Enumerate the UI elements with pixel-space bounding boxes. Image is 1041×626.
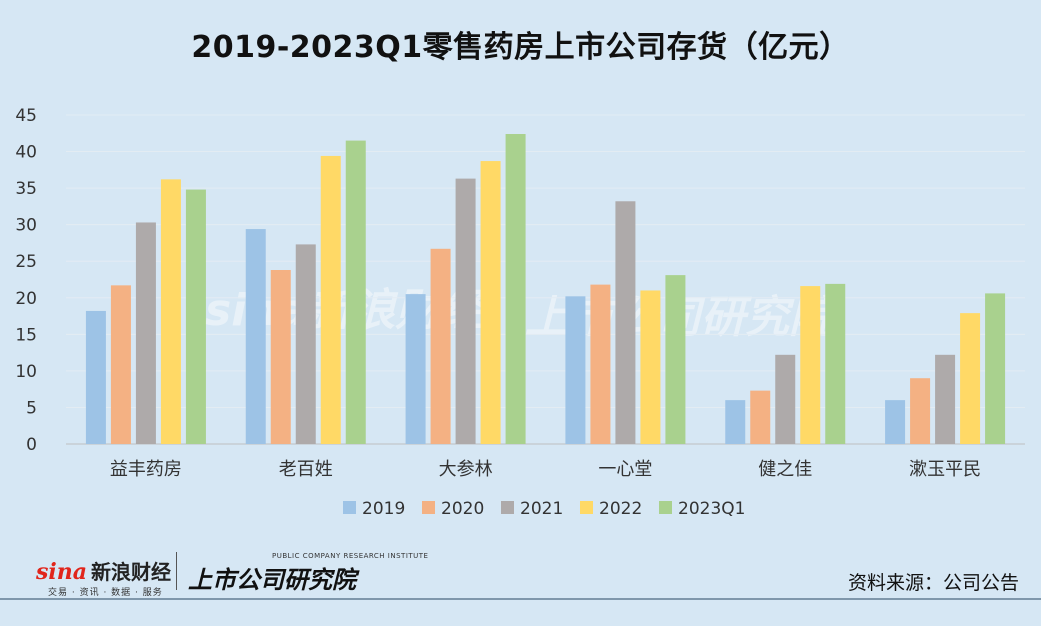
bar-2020 xyxy=(110,285,131,444)
x-tick-label: 老百姓 xyxy=(279,459,333,480)
bar-2022 xyxy=(960,313,981,444)
research-institute-cn: 上市公司研究院 xyxy=(188,566,356,594)
sina-brand-text: sina xyxy=(36,559,87,585)
bar-2023Q1 xyxy=(985,293,1006,444)
bar-2019 xyxy=(85,310,106,444)
y-tick-label: 20 xyxy=(15,289,37,309)
bar-2019 xyxy=(405,294,426,444)
y-tick-label: 45 xyxy=(15,106,37,126)
x-tick-label: 健之佳 xyxy=(758,459,812,480)
bar-2020 xyxy=(590,284,611,444)
bar-2021 xyxy=(455,178,476,444)
y-tick-label: 0 xyxy=(26,435,37,455)
footer-divider xyxy=(0,598,1041,600)
x-tick-label: 一心堂 xyxy=(598,459,652,480)
y-tick-label: 5 xyxy=(26,398,37,418)
bar-2021 xyxy=(935,354,956,444)
x-tick-label: 益丰药房 xyxy=(110,459,182,480)
legend-label-2022: 2022 xyxy=(599,499,642,519)
bar-2020 xyxy=(430,248,451,444)
legend-label-2021: 2021 xyxy=(520,499,563,519)
bar-2022 xyxy=(480,161,501,444)
legend-label-2020: 2020 xyxy=(441,499,484,519)
bar-2021 xyxy=(775,354,796,444)
bar-2022 xyxy=(640,290,661,444)
bar-2021 xyxy=(135,222,156,444)
bar-2021 xyxy=(615,201,636,444)
y-tick-label: 30 xyxy=(15,216,37,236)
bar-2022 xyxy=(800,286,821,444)
bar-2022 xyxy=(160,179,181,445)
x-tick-label: 大参林 xyxy=(439,459,493,480)
bar-2023Q1 xyxy=(345,140,366,445)
bar-2019 xyxy=(565,296,586,444)
bar-2023Q1 xyxy=(825,283,846,444)
y-tick-label: 35 xyxy=(15,179,37,199)
bar-2022 xyxy=(320,155,341,445)
legend-swatch-2021 xyxy=(501,501,514,514)
y-tick-label: 10 xyxy=(15,362,37,382)
y-tick-label: 40 xyxy=(15,143,37,163)
bar-2020 xyxy=(910,378,931,444)
bar-2021 xyxy=(295,244,316,444)
bar-2023Q1 xyxy=(665,275,686,444)
bar-2019 xyxy=(885,400,906,444)
source-note: 资料来源：公司公告 xyxy=(847,572,1019,594)
legend-swatch-2019 xyxy=(343,501,356,514)
sina-slogan: 交易 · 资讯 · 数据 · 服务 xyxy=(48,588,163,598)
research-institute-en: PUBLIC COMPANY RESEARCH INSTITUTE xyxy=(272,552,429,560)
bar-2023Q1 xyxy=(505,134,526,444)
sina-brand-cn: 新浪财经 xyxy=(91,560,171,584)
bar-2020 xyxy=(270,269,291,444)
sina-finance-logo: sina 新浪财经 交易 · 资讯 · 数据 · 服务 xyxy=(36,556,171,598)
legend-swatch-2020 xyxy=(422,501,435,514)
legend-swatch-2022 xyxy=(580,501,593,514)
chart-title: 2019-2023Q1零售药房上市公司存货（亿元） xyxy=(191,30,850,65)
y-tick-label: 15 xyxy=(15,325,37,345)
legend-label-2019: 2019 xyxy=(362,499,405,519)
legend-label-2023Q1: 2023Q1 xyxy=(678,499,745,519)
bar-2023Q1 xyxy=(185,189,206,444)
bar-2020 xyxy=(750,390,771,444)
research-institute-logo: PUBLIC COMPANY RESEARCH INSTITUTE 上市公司研究… xyxy=(188,552,428,595)
logo-divider xyxy=(176,552,177,590)
bar-2019 xyxy=(725,400,746,444)
x-tick-label: 漱玉平民 xyxy=(909,459,981,480)
bar-2019 xyxy=(245,229,266,444)
legend-swatch-2023Q1 xyxy=(659,501,672,514)
y-tick-label: 25 xyxy=(15,252,37,272)
